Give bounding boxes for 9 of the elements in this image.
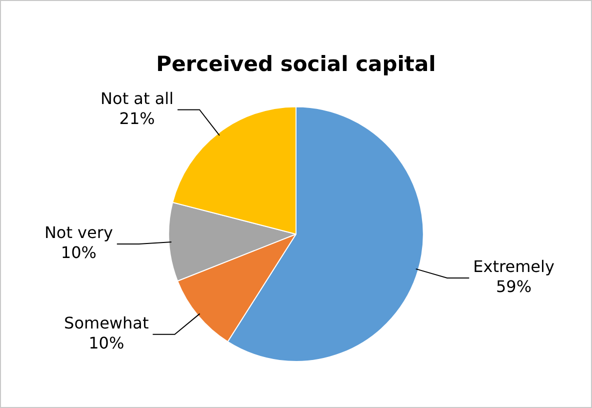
data-label: 21% bbox=[119, 108, 155, 128]
slice-label: Somewhat bbox=[64, 314, 149, 333]
data-label: 10% bbox=[88, 334, 124, 353]
chart-title: Perceived social capital bbox=[156, 52, 436, 76]
data-label: 10% bbox=[60, 243, 96, 262]
slice-label: Not very bbox=[44, 223, 113, 242]
slice-label: Extremely bbox=[473, 257, 554, 276]
slice-label: Not at all bbox=[100, 88, 174, 108]
data-label: 59% bbox=[496, 277, 532, 296]
